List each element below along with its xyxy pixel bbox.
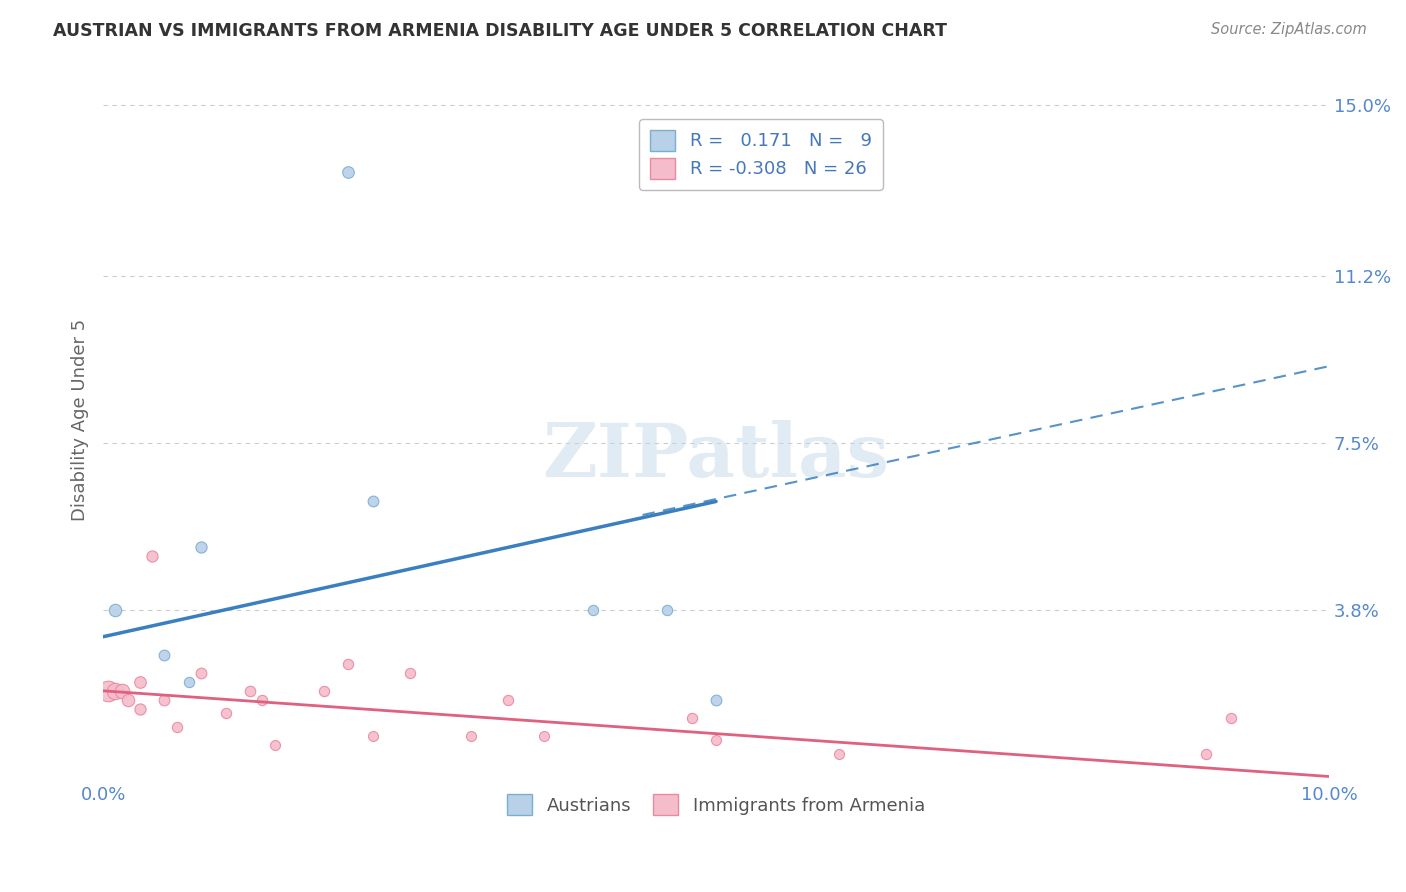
Point xyxy=(337,657,360,671)
Y-axis label: Disability Age Under 5: Disability Age Under 5 xyxy=(72,319,89,522)
Point xyxy=(681,711,703,725)
Point xyxy=(117,693,139,707)
Point xyxy=(704,693,727,707)
Point xyxy=(129,674,152,689)
Point xyxy=(97,683,120,698)
Point xyxy=(110,683,132,698)
Point xyxy=(104,683,127,698)
Point xyxy=(398,665,420,680)
Point xyxy=(312,683,335,698)
Point xyxy=(252,693,274,707)
Point xyxy=(190,540,212,554)
Point xyxy=(190,665,212,680)
Point xyxy=(141,549,163,563)
Point xyxy=(533,729,555,743)
Point xyxy=(361,729,384,743)
Point xyxy=(582,602,605,616)
Text: ZIPatlas: ZIPatlas xyxy=(543,420,890,493)
Point xyxy=(215,706,238,721)
Point xyxy=(827,747,849,761)
Point xyxy=(153,693,176,707)
Point xyxy=(239,683,262,698)
Point xyxy=(177,674,200,689)
Point xyxy=(1219,711,1241,725)
Legend: Austrians, Immigrants from Armenia: Austrians, Immigrants from Armenia xyxy=(496,783,936,826)
Point xyxy=(166,720,188,734)
Point xyxy=(655,602,678,616)
Point xyxy=(104,602,127,616)
Point xyxy=(263,738,285,752)
Point xyxy=(361,494,384,508)
Point xyxy=(460,729,482,743)
Point xyxy=(704,733,727,747)
Point xyxy=(496,693,519,707)
Point xyxy=(129,702,152,716)
Point xyxy=(1195,747,1218,761)
Point xyxy=(153,648,176,662)
Point xyxy=(337,165,360,179)
Text: Source: ZipAtlas.com: Source: ZipAtlas.com xyxy=(1211,22,1367,37)
Text: AUSTRIAN VS IMMIGRANTS FROM ARMENIA DISABILITY AGE UNDER 5 CORRELATION CHART: AUSTRIAN VS IMMIGRANTS FROM ARMENIA DISA… xyxy=(53,22,948,40)
